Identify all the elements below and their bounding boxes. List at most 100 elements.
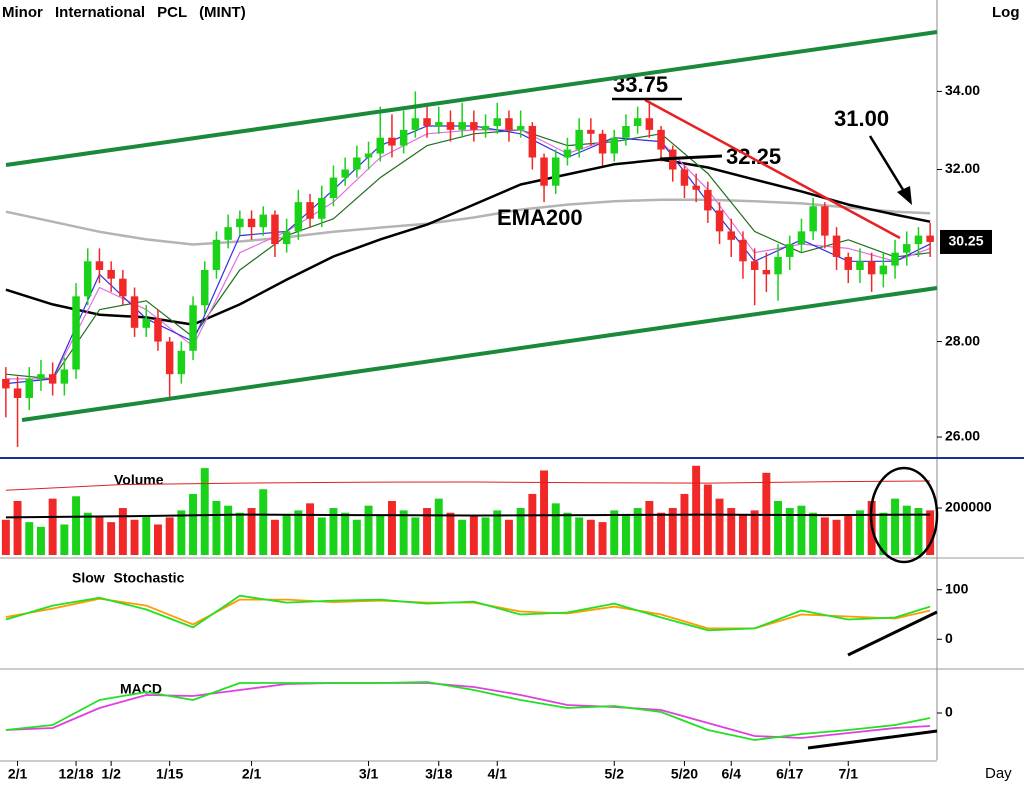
volume-bar bbox=[914, 508, 923, 555]
volume-bar bbox=[247, 508, 256, 555]
x-tick-label: 12/18 bbox=[59, 766, 94, 782]
candle-body bbox=[715, 210, 724, 232]
volume-bar bbox=[411, 517, 420, 555]
y-tick-label: 100 bbox=[945, 580, 969, 596]
volume-bar bbox=[306, 503, 315, 555]
candle-body bbox=[739, 239, 747, 262]
candle-body bbox=[505, 118, 513, 130]
candle-body bbox=[212, 239, 221, 270]
volume-bar bbox=[586, 519, 595, 555]
volume-bar bbox=[48, 498, 57, 555]
volume-bar bbox=[516, 508, 525, 555]
candle-body bbox=[622, 125, 630, 138]
candle-body bbox=[903, 244, 911, 253]
volume-bar bbox=[376, 515, 385, 555]
candle-body bbox=[224, 227, 232, 240]
candle-body bbox=[119, 278, 127, 297]
volume-bar bbox=[797, 505, 806, 555]
y-tick-label: 34.00 bbox=[945, 82, 980, 98]
candle-body bbox=[177, 350, 186, 375]
annotation: EMA200 bbox=[497, 205, 583, 230]
volume-bar bbox=[235, 512, 244, 555]
volume-bar bbox=[446, 512, 455, 555]
y-tick-label: 200000 bbox=[945, 499, 992, 515]
volume-average bbox=[5, 480, 931, 491]
indicator-line bbox=[5, 681, 931, 741]
price-label-box bbox=[940, 229, 992, 254]
volume-bar bbox=[469, 515, 478, 555]
x-tick-label: 5/2 bbox=[605, 766, 625, 782]
trend-line bbox=[644, 98, 901, 240]
candle-body bbox=[856, 261, 864, 270]
candle-body bbox=[435, 122, 443, 126]
volume-bar bbox=[142, 515, 151, 555]
candle-body bbox=[154, 318, 162, 342]
x-tick-label: 4/1 bbox=[488, 766, 508, 782]
candle-body bbox=[388, 137, 396, 146]
price-label: 30.25 bbox=[948, 233, 983, 249]
y-tick-label: 0 bbox=[945, 704, 953, 720]
candle-body bbox=[516, 125, 525, 130]
x-tick-label: 1/2 bbox=[101, 766, 121, 782]
volume-bar bbox=[224, 505, 233, 555]
volume-bar bbox=[785, 508, 794, 555]
y-tick-label: 0 bbox=[945, 630, 953, 646]
candle-body bbox=[774, 256, 782, 275]
frame bbox=[0, 0, 1024, 762]
candle-body bbox=[329, 177, 338, 199]
channel-line bbox=[21, 286, 938, 422]
volume-bar bbox=[200, 468, 209, 555]
candle-body bbox=[458, 122, 466, 130]
volume-bar bbox=[610, 510, 619, 555]
volume-bar bbox=[95, 517, 104, 555]
panel-title: Volume bbox=[114, 472, 164, 488]
candle-body bbox=[341, 169, 349, 178]
indicator-line bbox=[5, 597, 931, 630]
candle-body bbox=[107, 269, 115, 279]
candle-body bbox=[364, 153, 373, 158]
volume-bar bbox=[60, 524, 69, 555]
candle-body bbox=[411, 118, 420, 130]
moving-average bbox=[5, 158, 931, 326]
volume-bar bbox=[329, 508, 338, 555]
volume-bar bbox=[212, 500, 221, 555]
candle-body bbox=[259, 214, 267, 228]
candle-body bbox=[201, 269, 209, 306]
x-tick-label: 6/4 bbox=[722, 766, 742, 782]
pointer-line bbox=[659, 154, 723, 161]
candle-body bbox=[37, 374, 45, 379]
candle-body bbox=[446, 122, 455, 130]
candle-body bbox=[2, 378, 10, 389]
volume-bar bbox=[294, 510, 303, 555]
volume-bar bbox=[891, 498, 900, 555]
candle-body bbox=[914, 235, 923, 245]
volume-bar bbox=[727, 508, 736, 555]
candle-body bbox=[750, 261, 759, 270]
candle-body bbox=[130, 296, 139, 328]
candle-body bbox=[575, 129, 583, 150]
candle-body bbox=[540, 157, 548, 186]
candle-body bbox=[832, 235, 841, 257]
volume-bar bbox=[668, 508, 677, 555]
candle-body bbox=[318, 198, 326, 219]
candle-body bbox=[891, 252, 899, 266]
candle-body bbox=[762, 269, 771, 275]
candle-body bbox=[423, 118, 431, 126]
candle-body bbox=[926, 235, 934, 242]
arrow bbox=[868, 135, 907, 194]
x-tick-label: 3/18 bbox=[425, 766, 452, 782]
volume-bar bbox=[844, 515, 853, 555]
candle-body bbox=[25, 378, 33, 398]
indicator-line bbox=[5, 594, 931, 632]
candle-body bbox=[598, 133, 607, 154]
trend-line bbox=[807, 729, 938, 750]
volume-bar bbox=[598, 522, 607, 555]
chart-title: Minor International PCL (MINT) bbox=[2, 4, 246, 21]
volume-bar bbox=[902, 505, 911, 555]
x-tick-label: 6/17 bbox=[776, 766, 803, 782]
volume-bar bbox=[551, 503, 560, 555]
volume-bar bbox=[832, 519, 841, 555]
volume-bar bbox=[1, 519, 10, 555]
candle-body bbox=[376, 137, 384, 154]
